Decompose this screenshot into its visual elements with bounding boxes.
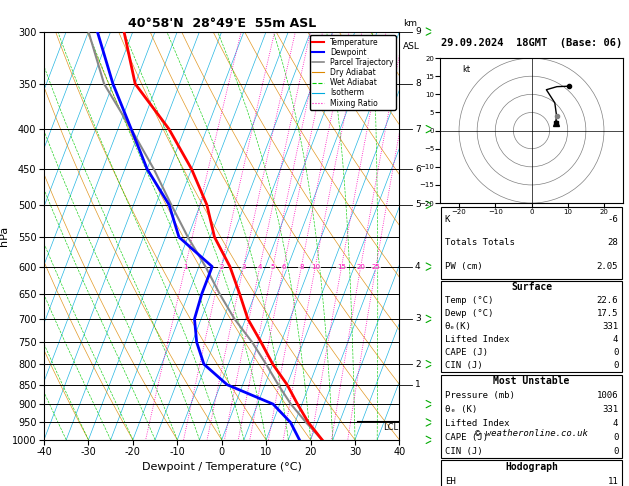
FancyBboxPatch shape <box>441 280 622 372</box>
Text: Lifted Index: Lifted Index <box>445 419 509 428</box>
Legend: Temperature, Dewpoint, Parcel Trajectory, Dry Adiabat, Wet Adiabat, Isotherm, Mi: Temperature, Dewpoint, Parcel Trajectory… <box>310 35 396 110</box>
Text: 4: 4 <box>613 419 618 428</box>
Text: 8: 8 <box>299 263 304 270</box>
Text: 8: 8 <box>415 79 421 88</box>
FancyBboxPatch shape <box>441 460 622 486</box>
Text: EH: EH <box>445 477 455 486</box>
FancyBboxPatch shape <box>441 375 622 458</box>
Text: 17.5: 17.5 <box>597 309 618 318</box>
Text: Pressure (mb): Pressure (mb) <box>445 391 515 400</box>
Text: 4: 4 <box>613 335 618 344</box>
Text: 0: 0 <box>613 433 618 442</box>
Text: 3: 3 <box>415 314 421 323</box>
Text: ASL: ASL <box>403 42 420 51</box>
Text: CIN (J): CIN (J) <box>445 362 482 370</box>
Text: 0: 0 <box>613 447 618 456</box>
Text: 7: 7 <box>415 124 421 134</box>
Text: Most Unstable: Most Unstable <box>493 377 570 386</box>
Text: Lifted Index: Lifted Index <box>445 335 509 344</box>
Text: 28: 28 <box>608 238 618 247</box>
Text: 331: 331 <box>602 405 618 414</box>
Text: 1: 1 <box>183 263 187 270</box>
Text: © weatheronline.co.uk: © weatheronline.co.uk <box>475 429 588 438</box>
Text: 29.09.2024  18GMT  (Base: 06): 29.09.2024 18GMT (Base: 06) <box>441 38 622 48</box>
Text: 22.6: 22.6 <box>597 296 618 305</box>
Text: -6: -6 <box>608 214 618 224</box>
Text: 10: 10 <box>311 263 320 270</box>
Text: θₑ (K): θₑ (K) <box>445 405 477 414</box>
Text: 1006: 1006 <box>597 391 618 400</box>
Title: 40°58'N  28°49'E  55m ASL: 40°58'N 28°49'E 55m ASL <box>128 17 316 31</box>
Y-axis label: hPa: hPa <box>0 226 9 246</box>
Text: CAPE (J): CAPE (J) <box>445 433 487 442</box>
Text: PW (cm): PW (cm) <box>445 262 482 271</box>
Text: 4: 4 <box>258 263 262 270</box>
Text: 2: 2 <box>219 263 223 270</box>
Text: 1: 1 <box>415 380 421 389</box>
Text: 6: 6 <box>282 263 286 270</box>
Text: Hodograph: Hodograph <box>505 462 558 472</box>
Text: K: K <box>445 214 450 224</box>
Text: 9: 9 <box>415 27 421 36</box>
Text: 25: 25 <box>372 263 381 270</box>
Text: θₑ(K): θₑ(K) <box>445 322 472 331</box>
Text: 331: 331 <box>602 322 618 331</box>
Text: 11: 11 <box>608 477 618 486</box>
Text: 5: 5 <box>270 263 275 270</box>
Text: 3: 3 <box>242 263 246 270</box>
Text: 15: 15 <box>337 263 346 270</box>
Text: 2: 2 <box>415 360 421 369</box>
Text: LCL: LCL <box>384 423 399 433</box>
Text: Dewp (°C): Dewp (°C) <box>445 309 493 318</box>
Text: km: km <box>403 18 417 28</box>
Text: 2.05: 2.05 <box>597 262 618 271</box>
Text: 5: 5 <box>415 200 421 209</box>
Text: 6: 6 <box>415 165 421 174</box>
Text: 20: 20 <box>356 263 365 270</box>
Text: 0: 0 <box>613 362 618 370</box>
Text: Temp (°C): Temp (°C) <box>445 296 493 305</box>
X-axis label: Dewpoint / Temperature (°C): Dewpoint / Temperature (°C) <box>142 462 302 471</box>
Text: 0: 0 <box>613 348 618 357</box>
FancyBboxPatch shape <box>441 207 622 278</box>
Text: 4: 4 <box>415 262 421 271</box>
Text: Totals Totals: Totals Totals <box>445 238 515 247</box>
Text: kt: kt <box>463 66 470 74</box>
Text: Surface: Surface <box>511 282 552 292</box>
Text: CIN (J): CIN (J) <box>445 447 482 456</box>
Text: CAPE (J): CAPE (J) <box>445 348 487 357</box>
